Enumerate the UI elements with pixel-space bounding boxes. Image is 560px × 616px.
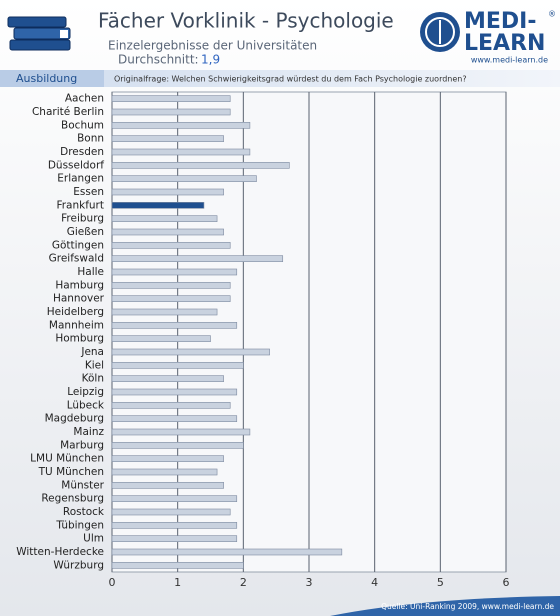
bar — [111, 442, 244, 449]
y-tick-label: Köln — [82, 373, 104, 385]
title: Fächer Vorklinik - Psychologie — [98, 9, 394, 33]
y-tick-label: Mannheim — [49, 319, 104, 331]
bar — [111, 522, 238, 529]
bar — [111, 415, 238, 422]
bar — [111, 322, 238, 329]
y-tick-label: Heidelberg — [47, 306, 104, 318]
source: Quelle: Uni-Ranking 2009, www.medi-learn… — [381, 602, 554, 611]
bar — [111, 455, 224, 462]
y-tick-label: Regensburg — [41, 493, 104, 505]
y-tick-label: Lübeck — [67, 399, 105, 411]
logo-url: www.medi-learn.de — [471, 56, 548, 65]
bar — [111, 468, 218, 476]
bar — [111, 308, 218, 316]
bar — [111, 228, 224, 236]
x-tick-label: 3 — [306, 576, 313, 589]
bar — [111, 362, 244, 369]
bar — [111, 388, 238, 396]
y-tick-label: Frankfurt — [56, 199, 104, 211]
bar — [111, 255, 284, 262]
y-tick-label: Greifswald — [49, 253, 104, 265]
y-tick-label: Gießen — [67, 226, 104, 238]
bar — [111, 268, 238, 276]
y-tick-label: Freiburg — [61, 213, 104, 225]
bar — [111, 188, 224, 196]
section-strip — [0, 70, 560, 87]
y-tick-label: Tübingen — [55, 519, 104, 531]
bar — [111, 482, 224, 489]
y-tick-label: Göttingen — [52, 239, 104, 251]
bar — [111, 548, 343, 556]
y-tick-label: Hannover — [53, 293, 105, 305]
y-tick-label: Erlangen — [57, 173, 104, 185]
bar — [111, 148, 251, 156]
y-tick-label: Dresden — [60, 146, 104, 158]
y-tick-label: Witten-Herdecke — [16, 546, 104, 558]
bar — [111, 108, 231, 116]
y-tick-label: Homburg — [55, 333, 104, 345]
y-tick-label: LMU München — [30, 453, 104, 465]
average-label: Durchschnitt: — [118, 53, 199, 67]
x-tick-label: 1 — [174, 576, 181, 589]
y-tick-label: Bochum — [61, 119, 104, 131]
bar — [111, 295, 231, 302]
x-tick-label: 4 — [371, 576, 378, 589]
subtitle: Einzelergebnisse der Universitäten — [108, 39, 317, 53]
bar — [111, 162, 290, 169]
bar — [111, 348, 270, 356]
x-tick-label: 2 — [240, 576, 247, 589]
bar — [111, 508, 231, 516]
y-tick-label: Essen — [73, 186, 104, 198]
y-tick-label: Münster — [61, 479, 104, 491]
logo: MEDI- LEARN ® www.medi-learn.de — [420, 9, 556, 65]
bar — [111, 202, 205, 209]
y-tick-label: Rostock — [63, 506, 105, 518]
bar — [111, 428, 251, 436]
y-tick-label: Aachen — [65, 93, 104, 105]
question: Originalfrage: Welchen Schwierigkeitsgra… — [114, 75, 467, 84]
bar — [111, 375, 224, 382]
x-tick-label: 0 — [109, 576, 116, 589]
bar — [111, 135, 224, 142]
x-tick-label: 5 — [437, 576, 444, 589]
bar — [111, 122, 251, 129]
y-tick-label: Ulm — [83, 533, 104, 545]
average: 1,9 — [201, 53, 220, 67]
bar — [111, 562, 244, 569]
bar — [111, 335, 211, 342]
bar — [111, 495, 238, 502]
y-tick-label: Magdeburg — [45, 413, 104, 425]
y-tick-label: Charité Berlin — [32, 106, 104, 118]
y-tick-label: Halle — [77, 266, 104, 278]
y-tick-label: Hamburg — [55, 279, 104, 291]
y-tick-label: Bonn — [77, 133, 104, 145]
logo-mark: ® — [548, 10, 556, 19]
bar — [111, 242, 231, 249]
x-tick-label: 6 — [503, 576, 510, 589]
section-tab — [0, 70, 104, 87]
bar — [111, 95, 231, 102]
logo-text: LEARN — [464, 31, 545, 56]
y-tick-label: Kiel — [85, 359, 104, 371]
bar — [111, 282, 231, 289]
bar — [111, 175, 257, 182]
bar — [111, 535, 238, 542]
section: Ausbildung — [16, 72, 77, 85]
y-tick-label: Würzburg — [53, 559, 104, 571]
y-tick-label: Jena — [80, 346, 104, 358]
y-tick-label: Mainz — [73, 426, 104, 438]
footer-wave — [330, 596, 560, 616]
y-tick-label: Marburg — [60, 439, 104, 451]
book-icon — [7, 16, 71, 51]
y-tick-label: Düsseldorf — [48, 159, 104, 171]
logo-text: MEDI- — [464, 9, 537, 34]
bar — [111, 402, 231, 409]
bar — [111, 215, 218, 222]
y-tick-label: Leipzig — [67, 386, 104, 398]
y-tick-label: TU München — [38, 466, 104, 478]
